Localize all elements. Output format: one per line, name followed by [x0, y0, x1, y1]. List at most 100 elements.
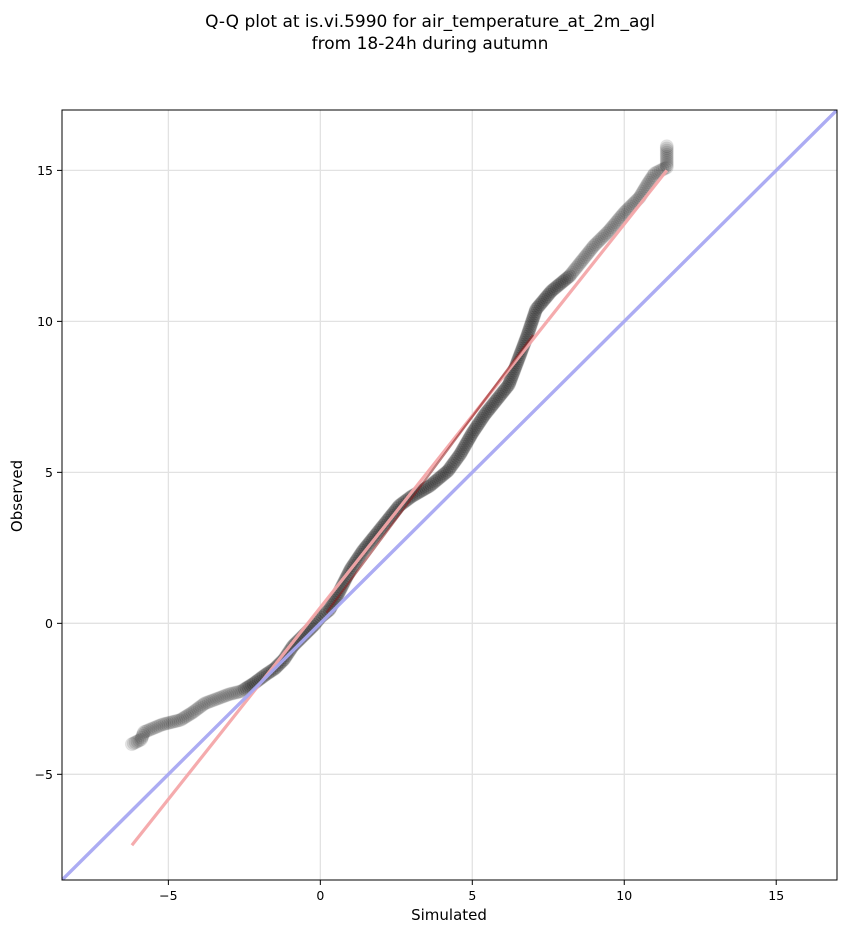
quantile-point [550, 278, 565, 293]
quantile-point [659, 160, 674, 175]
quantile-point [569, 260, 584, 275]
quantile-point [182, 707, 197, 722]
quantile-point [143, 722, 158, 737]
quantile-point [497, 382, 512, 397]
quantile-point [576, 252, 591, 267]
quantile-point [504, 369, 519, 384]
quantile-point [203, 694, 218, 709]
y-tick-label: −5 [35, 767, 53, 782]
quantile-point [563, 267, 578, 282]
quantile-point [440, 463, 455, 478]
y-axis-label: Observed [8, 460, 26, 532]
identity-line [62, 110, 837, 880]
quantile-point [194, 698, 209, 713]
quantile-point [527, 308, 542, 323]
quantile-point [449, 452, 464, 467]
quantile-point [436, 467, 451, 482]
quantile-point [434, 469, 449, 484]
quantile-point [476, 409, 491, 424]
quantile-point [467, 422, 482, 437]
quantile-point [531, 299, 546, 313]
y-tick-label: 5 [45, 465, 53, 480]
x-tick-label: 15 [768, 888, 784, 903]
quantile-point [589, 235, 604, 250]
quantile-point [465, 426, 480, 441]
reference-lines [62, 110, 837, 880]
quantile-point [647, 166, 662, 181]
quantile-point [577, 250, 592, 265]
quantile-point [199, 695, 214, 710]
quantile-point [454, 445, 469, 460]
quantile-point [178, 709, 193, 724]
quantile-point [232, 684, 247, 699]
quantile-point [659, 145, 674, 160]
quantile-point [145, 721, 160, 736]
quantile-point [205, 693, 220, 708]
quantile-point [554, 275, 569, 290]
quantile-point [468, 420, 483, 435]
quantile-point [472, 415, 487, 430]
quantile-point [525, 312, 540, 327]
quantile-point [602, 223, 617, 238]
quantile-point [192, 700, 207, 715]
quantile-point [614, 208, 629, 223]
quantile-point [420, 479, 435, 494]
x-tick-label: 0 [316, 888, 324, 903]
quantile-point [459, 435, 474, 450]
quantile-point [431, 472, 446, 487]
quantile-point [141, 723, 156, 738]
quantile-point [574, 253, 589, 268]
quantile-point [451, 449, 466, 464]
quantile-point [426, 476, 441, 491]
quantile-point [446, 456, 461, 471]
quantile-point [171, 713, 186, 728]
quantile-point [659, 156, 674, 171]
quantile-point [599, 226, 614, 241]
quantile-point [134, 732, 149, 747]
quantile-point [600, 225, 615, 240]
quantile-point [135, 728, 150, 743]
quantile-point [183, 706, 198, 721]
quantile-point [134, 730, 149, 745]
quantile-point [570, 259, 585, 274]
quantile-point [585, 240, 600, 255]
quantile-point [460, 433, 475, 448]
quantile-point [464, 428, 479, 443]
quantile-point [537, 292, 552, 307]
quantile-point [615, 207, 630, 222]
quantile-point [604, 220, 619, 235]
quantile-point [473, 413, 488, 428]
y-tick-label: 0 [45, 616, 53, 631]
quantile-point [641, 175, 656, 190]
quantile-point [659, 139, 674, 154]
quantile-point [220, 688, 235, 703]
quantile-point [173, 712, 188, 727]
quantile-point [124, 737, 139, 752]
quantile-point [187, 704, 202, 719]
quantile-point [617, 205, 632, 220]
quantile-point [458, 437, 473, 452]
quantile-point [218, 688, 233, 703]
quantile-point [228, 685, 243, 700]
quantile-point [136, 726, 151, 741]
quantile-point [478, 406, 493, 421]
quantile-point [485, 397, 500, 412]
quantile-point [189, 702, 204, 717]
quantile-point [488, 394, 503, 409]
quantile-point [562, 269, 577, 284]
quantile-point [591, 234, 606, 249]
quantile-point [555, 274, 570, 289]
quantile-point [163, 715, 178, 730]
quantile-point [151, 719, 166, 734]
quantile-point [224, 686, 239, 701]
quantile-point [610, 213, 625, 228]
quantile-point [470, 418, 485, 433]
quantile-point [499, 381, 514, 396]
quantile-point [453, 447, 468, 462]
quantile-point [443, 460, 458, 475]
quantile-point [573, 255, 588, 270]
quantile-point [489, 392, 504, 407]
quantile-point [230, 685, 245, 700]
quantile-point [534, 295, 549, 310]
